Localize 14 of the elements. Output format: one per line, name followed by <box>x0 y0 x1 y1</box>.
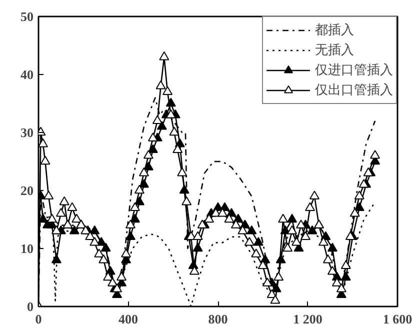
y-tick-label: 10 <box>20 241 34 256</box>
y-tick-label: 50 <box>20 9 34 24</box>
y-tick-label: 20 <box>20 183 34 198</box>
legend-label: 仅出口管插入 <box>315 82 393 99</box>
x-tick-label: 800 <box>208 312 228 326</box>
y-tick-label: 30 <box>20 125 34 140</box>
x-tick-label: 1 200 <box>293 312 322 326</box>
x-tick-label: 400 <box>118 312 138 326</box>
legend-label: 仅进口管插入 <box>315 62 393 79</box>
legend-label: 无插入 <box>315 42 354 59</box>
y-tick-label: 40 <box>20 67 34 82</box>
y-tick-label: 0 <box>27 299 34 314</box>
x-tick-label: 1 600 <box>382 312 412 326</box>
legend-label: 都插入 <box>315 22 354 39</box>
